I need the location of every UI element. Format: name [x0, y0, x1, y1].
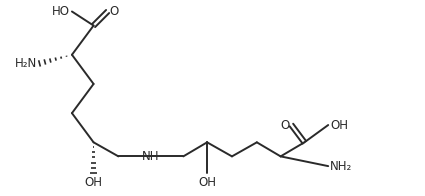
Text: NH: NH [142, 150, 160, 163]
Text: O: O [280, 119, 289, 132]
Text: HO: HO [52, 5, 70, 18]
Text: OH: OH [198, 176, 216, 189]
Text: H₂N: H₂N [15, 57, 37, 70]
Text: O: O [110, 5, 119, 18]
Text: OH: OH [330, 119, 348, 132]
Text: OH: OH [85, 176, 102, 189]
Text: NH₂: NH₂ [330, 160, 353, 173]
